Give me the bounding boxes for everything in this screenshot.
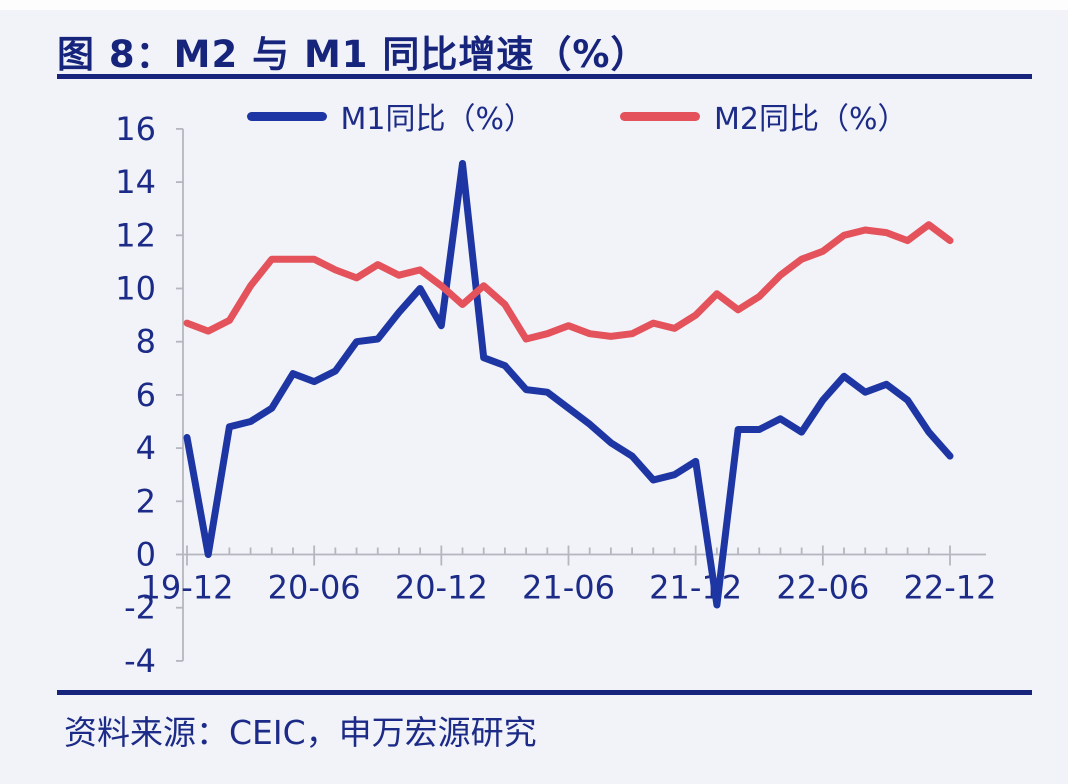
legend-label-m2: M2同比（%） <box>714 102 908 137</box>
m2-line-swatch <box>620 111 700 121</box>
x-tick-label: 22-06 <box>776 569 869 607</box>
y-tick-label: 0 <box>136 536 156 574</box>
chart-legend: M1同比（%） M2同比（%） <box>0 94 1068 138</box>
footer-rule <box>57 690 1032 695</box>
top-strip <box>0 0 1068 10</box>
m1-series-line <box>183 160 954 609</box>
y-tick-label: 8 <box>136 323 156 361</box>
y-tick-label: -4 <box>124 642 156 680</box>
x-tick-label: 21-06 <box>522 569 615 607</box>
y-tick-label: 2 <box>136 482 156 520</box>
y-tick-label: -2 <box>124 589 156 627</box>
y-tick-label: 12 <box>115 216 156 254</box>
y-tick-label: 6 <box>136 376 156 414</box>
y-tick-label: 14 <box>115 163 156 201</box>
x-tick-label: 20-06 <box>268 569 361 607</box>
x-tick-label: 20-12 <box>395 569 488 607</box>
title-rule <box>57 74 1032 79</box>
figure-title: 图 8：M2 与 M1 同比增速（%） <box>57 33 649 76</box>
legend-label-m1: M1同比（%） <box>340 102 534 137</box>
x-tick-label: 19-12 <box>141 569 234 607</box>
x-tick-label: 22-12 <box>904 569 997 607</box>
x-tick-label: 21-12 <box>649 569 742 607</box>
m1-line-swatch <box>246 111 327 121</box>
legend-item-m1: M1同比（%） <box>246 94 534 138</box>
source-note: 资料来源：CEIC，申万宏源研究 <box>64 713 537 752</box>
y-tick-label: 4 <box>136 429 156 467</box>
y-tick-label: 10 <box>115 270 156 308</box>
m2-series-line <box>183 221 954 343</box>
legend-item-m2: M2同比（%） <box>620 94 907 138</box>
